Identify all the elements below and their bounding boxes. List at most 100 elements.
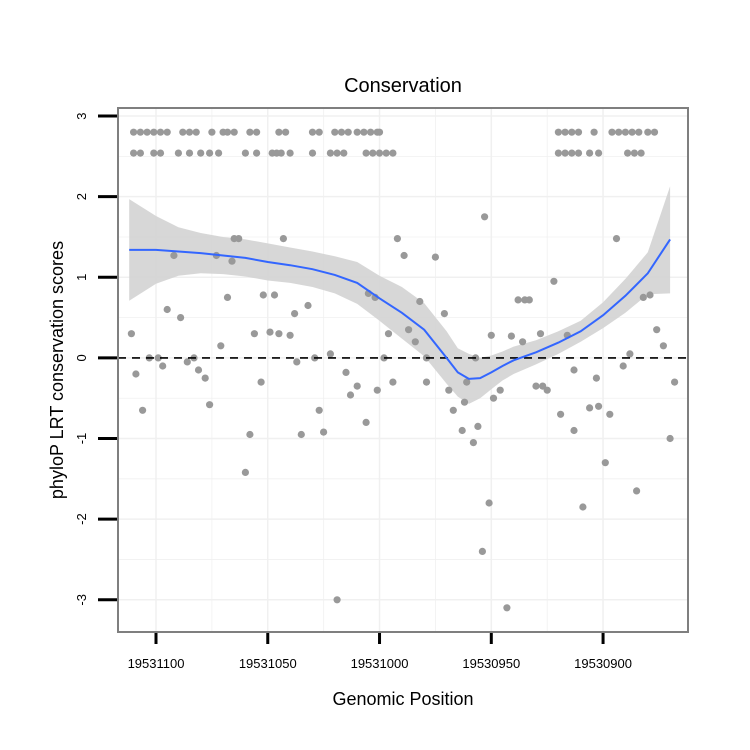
data-point <box>561 128 569 136</box>
data-point <box>373 386 381 394</box>
data-point <box>259 291 267 299</box>
confidence-band <box>129 186 671 404</box>
data-point <box>246 430 254 439</box>
data-point <box>185 128 194 136</box>
data-point <box>606 410 614 418</box>
data-point <box>612 235 621 243</box>
data-point <box>619 362 627 370</box>
data-point <box>342 368 350 376</box>
data-point <box>132 370 140 378</box>
data-point <box>163 128 171 136</box>
data-point <box>143 128 151 136</box>
data-point <box>601 459 609 467</box>
data-point <box>136 128 144 136</box>
x-tick-label: 19530900 <box>574 656 632 671</box>
data-point <box>382 149 390 157</box>
data-point <box>270 291 279 299</box>
data-point <box>633 487 641 495</box>
data-point <box>449 406 457 414</box>
data-point <box>650 128 659 136</box>
data-point <box>246 128 254 136</box>
smooth-line <box>129 238 671 380</box>
data-point <box>595 402 603 410</box>
data-point <box>384 330 393 338</box>
data-point <box>659 342 668 350</box>
x-tick-label: 19531100 <box>128 656 185 671</box>
y-axis: -3 -2 -1 0 1 2 3 <box>74 112 117 606</box>
y-tick-label: -2 <box>74 513 89 525</box>
data-point <box>469 439 477 447</box>
data-point <box>286 149 294 157</box>
data-point <box>514 296 522 304</box>
data-point <box>156 149 165 157</box>
panel-border <box>117 107 689 633</box>
data-point <box>532 382 540 390</box>
data-point <box>208 128 216 136</box>
data-point <box>507 332 515 340</box>
data-point <box>485 499 493 507</box>
data-point <box>228 257 236 265</box>
data-point <box>595 149 603 157</box>
data-point <box>463 378 471 386</box>
data-point <box>315 406 323 414</box>
data-point <box>150 128 158 136</box>
data-point <box>139 406 147 414</box>
data-point <box>223 293 232 301</box>
data-point <box>275 330 283 338</box>
data-point <box>639 293 647 301</box>
y-tick-label: 2 <box>74 193 89 200</box>
data-point <box>630 149 639 157</box>
data-point <box>375 149 384 157</box>
data-point <box>590 128 598 136</box>
data-point <box>340 149 348 157</box>
data-point <box>628 128 636 136</box>
y-tick-label: 3 <box>74 112 89 119</box>
data-point <box>458 426 466 435</box>
data-point <box>344 128 352 136</box>
data-point <box>637 149 645 157</box>
data-point <box>592 374 601 382</box>
data-point <box>519 338 527 346</box>
y-axis-label: phyloP LRT conservation scores <box>47 241 67 499</box>
data-point <box>411 338 419 346</box>
data-point <box>525 296 533 304</box>
data-point <box>230 128 238 136</box>
data-point <box>561 149 569 157</box>
data-point <box>253 128 261 136</box>
x-tick-label: 19531050 <box>239 656 297 671</box>
data-point <box>369 149 377 157</box>
data-point <box>481 213 489 221</box>
data-point <box>353 128 361 136</box>
data-point <box>440 310 448 318</box>
data-point <box>293 358 301 366</box>
data-point <box>250 330 258 338</box>
data-point <box>170 251 178 260</box>
data-point <box>127 330 135 338</box>
points-layer <box>127 128 679 612</box>
data-point <box>400 251 408 260</box>
data-point <box>554 149 563 157</box>
data-point <box>431 253 439 261</box>
data-point <box>177 314 185 322</box>
data-point <box>586 149 594 157</box>
data-point <box>554 128 563 136</box>
data-point <box>308 149 317 157</box>
data-point <box>635 128 643 136</box>
data-point <box>608 128 616 136</box>
confidence-band-layer <box>129 186 671 404</box>
data-point <box>416 297 424 306</box>
data-point <box>557 410 565 418</box>
data-point <box>201 374 209 382</box>
y-tick-label: 1 <box>74 274 89 281</box>
data-point <box>217 342 225 350</box>
data-point <box>174 149 182 157</box>
x-tick-label: 19531000 <box>351 656 409 671</box>
data-point <box>308 128 317 136</box>
data-point <box>333 149 341 157</box>
x-tick-label: 19530950 <box>462 656 520 671</box>
y-tick-label: 0 <box>74 354 89 361</box>
data-point <box>586 404 594 412</box>
data-point <box>367 128 375 136</box>
data-point <box>666 434 674 443</box>
